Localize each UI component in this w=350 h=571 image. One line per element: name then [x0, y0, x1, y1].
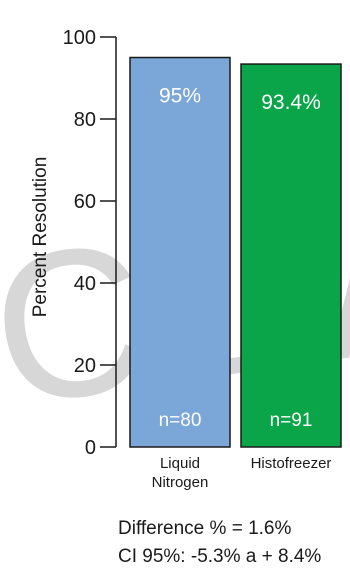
- confidence-interval-note: CI 95%: -5.3% a + 8.4%: [118, 546, 322, 567]
- category-label: Nitrogen: [152, 474, 209, 491]
- category-label: Histofreezer: [251, 455, 332, 472]
- bars: 95% n=80 93.4% n=91: [129, 56, 342, 448]
- bar-n-label: n=80: [159, 410, 202, 431]
- x-axis-labels: Liquid Nitrogen Histofreezer: [152, 455, 332, 491]
- y-tick-label: 80: [74, 109, 96, 131]
- bar-value-label: 93.4%: [261, 91, 321, 114]
- bar: [129, 56, 231, 448]
- y-tick-label: 0: [85, 437, 96, 459]
- y-tick-label: 40: [74, 273, 96, 295]
- y-tick-label: 60: [74, 191, 96, 213]
- bar-n-label: n=91: [270, 410, 313, 431]
- bar: [240, 63, 342, 448]
- difference-note: Difference % = 1.6%: [118, 518, 292, 539]
- y-tick-label: 20: [74, 355, 96, 377]
- category-label: Liquid: [160, 455, 200, 472]
- y-tick-label: 100: [63, 27, 96, 49]
- y-axis-label: Percent Resolution: [30, 157, 51, 318]
- y-axis: 0 20 40 60 80 100: [63, 27, 117, 459]
- bar-value-label: 95%: [159, 85, 201, 108]
